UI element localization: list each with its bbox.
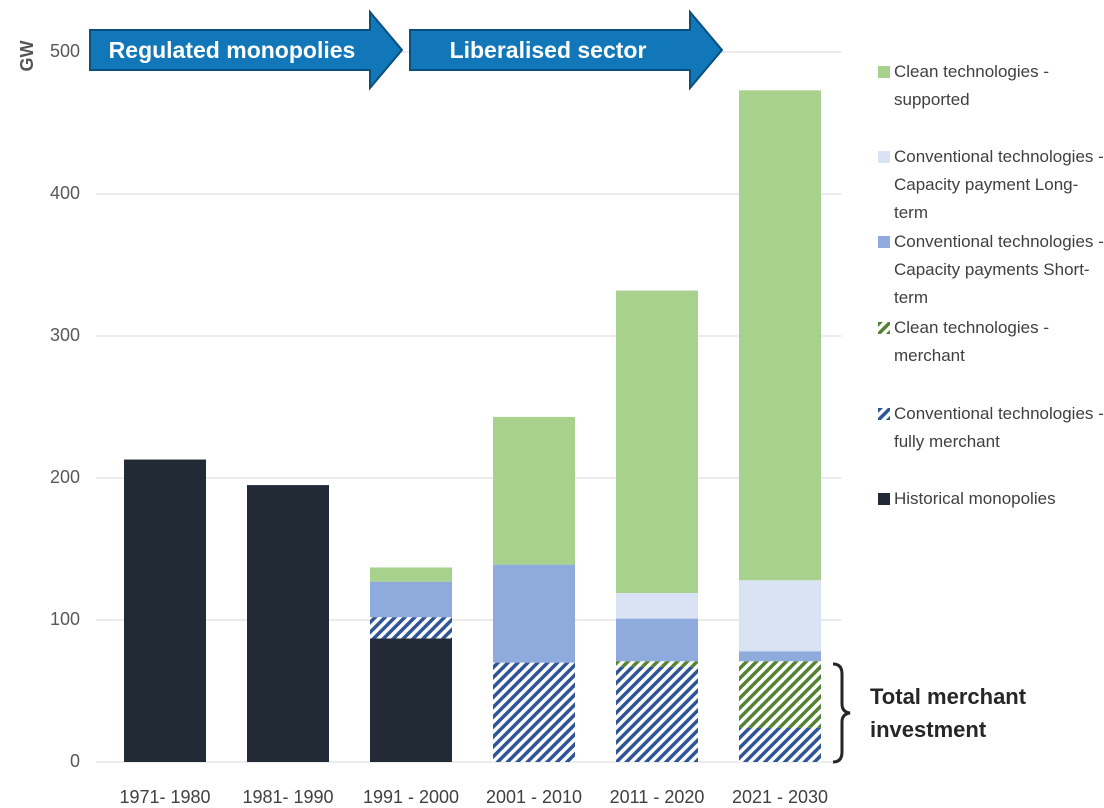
bar-segment (370, 581, 452, 618)
arrow (89, 9, 404, 91)
legend-label: Historical monopolies (894, 489, 1056, 508)
legend-label: Clean technologies - merchant (894, 318, 1049, 365)
bar-segment (370, 638, 452, 762)
bar-segment (493, 416, 575, 565)
legend-swatch (878, 151, 890, 163)
x-tick-label: 1971- 1980 (119, 787, 210, 807)
bar-segment (739, 661, 821, 728)
bracket (832, 662, 851, 764)
bar-segment (616, 618, 698, 662)
legend-label: Clean technologies - supported (894, 62, 1049, 109)
bar-segment (124, 459, 206, 762)
arrow-label: Liberalised sector (450, 37, 647, 63)
y-tick-label: 0 (70, 751, 80, 771)
chart: 0 100 200 300 400 500 1971- 1980 1981- 1990 1991… (17, 9, 851, 807)
legend-item: Conventional technologies - fully mercha… (878, 400, 1104, 456)
bar-segment (616, 593, 698, 619)
legend-swatch (878, 322, 890, 334)
x-tick-label: 2011 - 2020 (610, 787, 705, 807)
bar-segment (493, 564, 575, 663)
bar-segment (739, 651, 821, 662)
y-tick-label: 400 (50, 183, 80, 203)
legend-label: Conventional technologies - Capacity pay… (894, 147, 1104, 222)
bar-segment (493, 662, 575, 762)
legend-label: Conventional technologies - Capacity pay… (894, 232, 1104, 307)
bar-segment (616, 666, 698, 762)
arrow (409, 9, 724, 91)
legend-label: Conventional technologies - fully mercha… (894, 404, 1104, 451)
bar-segment (616, 290, 698, 594)
legend-item: Conventional technologies - Capacity pay… (878, 143, 1104, 227)
legend-item: Historical monopolies (878, 485, 1104, 513)
y-axis-label: GW (17, 40, 37, 71)
x-tick-label: 2021 - 2030 (732, 787, 828, 807)
bar-segment (739, 90, 821, 581)
legend-item: Clean technologies - merchant (878, 314, 1104, 370)
bar-segment (739, 727, 821, 762)
legend-swatch (878, 408, 890, 420)
bar-segment (616, 661, 698, 667)
bar-segment (247, 485, 329, 762)
bar-segment (370, 617, 452, 639)
y-tick-label: 500 (50, 41, 80, 61)
legend-swatch (878, 66, 890, 78)
bar-segment (739, 580, 821, 652)
legend-swatch (878, 493, 890, 505)
legend-swatch (878, 236, 890, 248)
y-tick-label: 300 (50, 325, 80, 345)
y-tick-label: 100 (50, 609, 80, 629)
bar-segment (370, 567, 452, 582)
arrow-label: Regulated monopolies (109, 37, 356, 63)
x-tick-label: 1981- 1990 (242, 787, 333, 807)
y-tick-label: 200 (50, 467, 80, 487)
annotation: Total merchant investment (870, 684, 1027, 742)
legend-item: Conventional technologies - Capacity pay… (878, 228, 1104, 312)
x-tick-label: 1991 - 2000 (363, 787, 459, 807)
legend-item: Clean technologies - supported (878, 58, 1104, 114)
x-tick-label: 2001 - 2010 (486, 787, 582, 807)
